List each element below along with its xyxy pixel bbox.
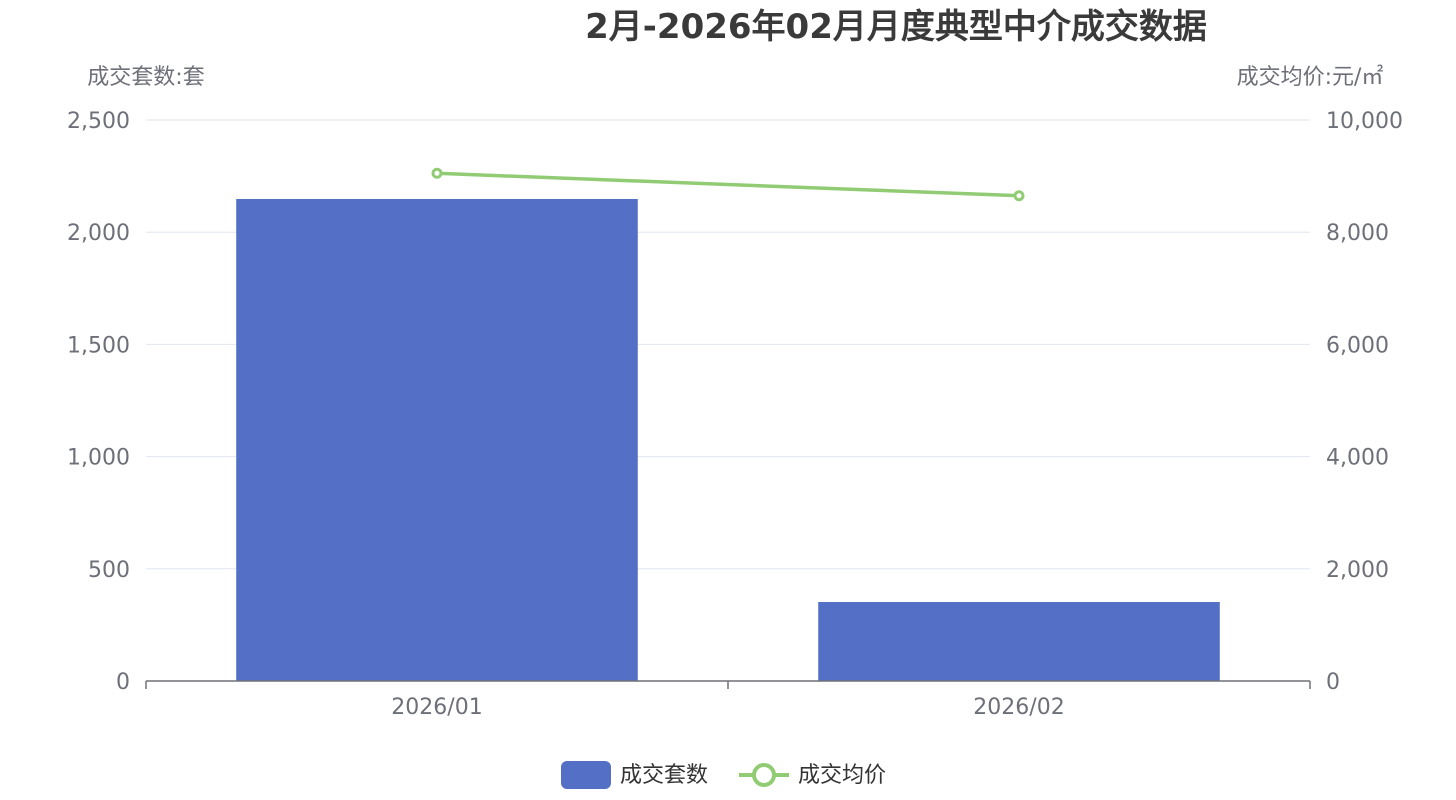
left-axis-name: 成交套数:套	[87, 65, 204, 90]
line-series	[431, 167, 1025, 202]
legend-bar-label: 成交套数	[620, 763, 708, 788]
bar-series	[236, 198, 1220, 681]
legend-line-marker	[752, 763, 776, 787]
x-axis-tick-label: 2026/01	[391, 695, 482, 720]
left-axis-tick-label: 0	[116, 670, 130, 695]
right-axis-tick-label: 6,000	[1326, 333, 1389, 358]
legend-item-line[interactable]: 成交均价	[739, 763, 886, 788]
x-axis: 2026/01 2026/02	[145, 680, 1311, 720]
left-axis-tick-label: 1,000	[67, 446, 130, 471]
legend-bar-swatch	[561, 761, 611, 789]
title-fade-mask	[220, 4, 580, 48]
right-axis-name: 成交均价:元/㎡	[1237, 64, 1384, 90]
x-axis-tick-label: 2026/02	[973, 695, 1064, 720]
legend: 成交套数 成交均价	[561, 761, 886, 789]
chart-title-group: 2月-2026年02月月度典型中介成交数据	[220, 4, 1207, 48]
left-axis-tick-label: 2,000	[67, 221, 130, 246]
line-point-2026/01[interactable]	[431, 167, 443, 179]
chart-title: 2月-2026年02月月度典型中介成交数据	[585, 7, 1207, 47]
left-axis-tick-labels: 0 500 1,000 1,500 2,000 2,500	[67, 109, 130, 695]
bar-2026/01[interactable]	[236, 198, 638, 681]
right-axis-tick-label: 4,000	[1326, 446, 1389, 471]
legend-line-label: 成交均价	[798, 763, 886, 788]
bar-2026/02[interactable]	[818, 602, 1220, 681]
right-axis-tick-label: 10,000	[1326, 109, 1403, 134]
left-axis-tick-label: 1,500	[67, 333, 130, 358]
line-point-2026/02[interactable]	[1013, 190, 1025, 202]
right-axis-tick-label: 8,000	[1326, 221, 1389, 246]
right-axis-tick-labels: 0 2,000 4,000 6,000 8,000 10,000	[1326, 109, 1403, 695]
right-axis-tick-label: 2,000	[1326, 558, 1389, 583]
legend-item-bar[interactable]: 成交套数	[561, 761, 708, 789]
line-path	[436, 171, 1020, 198]
left-axis-tick-label: 500	[88, 558, 130, 583]
left-axis-tick-label: 2,500	[67, 109, 130, 134]
right-axis-tick-label: 0	[1326, 670, 1340, 695]
